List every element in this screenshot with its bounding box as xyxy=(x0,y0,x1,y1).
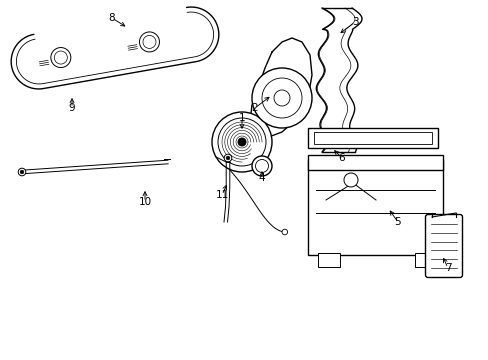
Circle shape xyxy=(343,173,357,187)
Text: 4: 4 xyxy=(258,173,265,183)
Circle shape xyxy=(212,112,271,172)
Circle shape xyxy=(282,229,287,235)
Text: 2: 2 xyxy=(251,103,258,113)
Text: 10: 10 xyxy=(138,197,151,207)
Circle shape xyxy=(251,156,271,176)
Circle shape xyxy=(238,138,245,146)
Circle shape xyxy=(251,68,311,128)
FancyBboxPatch shape xyxy=(425,215,462,278)
Circle shape xyxy=(255,159,268,172)
Circle shape xyxy=(224,154,231,162)
Text: 3: 3 xyxy=(351,17,358,27)
Circle shape xyxy=(139,32,159,52)
Circle shape xyxy=(51,48,71,68)
Circle shape xyxy=(18,168,26,176)
Circle shape xyxy=(262,78,302,118)
Circle shape xyxy=(20,170,24,174)
Circle shape xyxy=(54,51,67,64)
Circle shape xyxy=(142,35,156,49)
Text: 9: 9 xyxy=(68,103,75,113)
Circle shape xyxy=(226,156,229,160)
Text: 7: 7 xyxy=(444,263,450,273)
Text: 11: 11 xyxy=(215,190,228,200)
Text: 1: 1 xyxy=(238,113,245,123)
Bar xyxy=(307,155,442,170)
Bar xyxy=(317,253,339,267)
Circle shape xyxy=(273,90,289,106)
Text: 5: 5 xyxy=(394,217,401,227)
Text: 8: 8 xyxy=(108,13,115,23)
Bar xyxy=(414,253,436,267)
Bar xyxy=(307,160,442,255)
Text: 6: 6 xyxy=(338,153,345,163)
Circle shape xyxy=(218,118,265,166)
Bar xyxy=(307,128,437,148)
Bar xyxy=(313,132,431,144)
